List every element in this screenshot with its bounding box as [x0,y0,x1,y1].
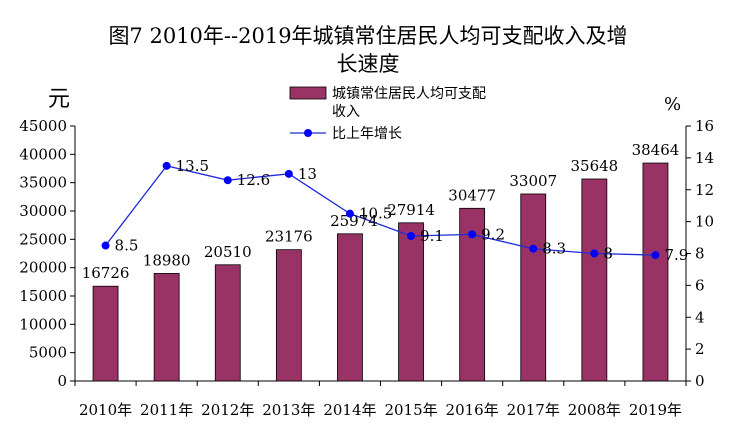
x-tick-label: 2010年 [79,401,132,419]
bar-value-label: 38464 [632,141,680,159]
x-tick-label: 2014年 [323,401,376,419]
y-tick-label-left: 10000 [19,315,67,333]
y-tick-label-left: 5000 [29,344,67,362]
growth-line [105,165,656,256]
y-tick-label-right: 0 [695,372,705,390]
growth-point [468,230,477,239]
bar [642,162,669,382]
y-tick-label-right: 2 [695,340,705,358]
bar [214,264,241,382]
growth-point [407,231,416,240]
bar-value-label: 16726 [82,264,130,282]
x-tick-label: 2017年 [507,401,560,419]
legend-label-bar: 城镇常住居民人均可支配 [332,86,486,102]
y-tick-label-left: 45000 [19,117,67,135]
x-tick-label: 2011年 [140,401,193,419]
growth-value-label: 13 [298,165,317,183]
bar-value-label: 20510 [204,243,252,261]
growth-value-label: 8.5 [115,237,139,255]
growth-point [223,176,232,185]
y-tick-label-left: 0 [57,372,67,390]
bar-value-label: 23176 [265,228,313,246]
growth-value-label: 12.6 [237,171,270,189]
y-tick-label-left: 40000 [19,145,67,163]
y-tick-label-right: 6 [695,276,705,294]
bar [92,285,119,382]
y-tick-label-left: 35000 [19,174,67,192]
growth-value-label: 10.5 [359,205,392,223]
y-tick-label-left: 20000 [19,259,67,277]
bar-value-label: 25974 [330,212,378,230]
y-tick-label-left: 30000 [19,202,67,220]
bar [153,273,180,382]
chart-title-line-2: 长速度 [336,52,400,76]
bar [275,249,302,382]
bar [581,178,608,382]
growth-value-label: 9.2 [481,225,505,243]
y-tick-label-right: 12 [695,181,714,199]
y-tick-label-right: 14 [695,149,714,167]
bar-value-label: 27914 [387,201,435,219]
growth-point [284,169,293,178]
y-tick-label-left: 15000 [19,287,67,305]
growth-point [651,251,660,260]
x-tick-label: 2012年 [201,401,254,419]
y-axis-label-left: 元 [48,87,70,112]
growth-point [101,241,110,250]
growth-value-label: 7.9 [664,246,688,264]
bar-value-label: 35648 [570,157,618,175]
y-tick-label-right: 8 [695,245,705,263]
y-tick-label-right: 10 [695,213,714,231]
growth-value-label: 8 [603,245,613,263]
y-axis-label-right: % [664,94,681,115]
legend-label-line: 比上年增长 [332,126,402,142]
legend-swatch-bar [289,86,327,100]
bar-value-label: 18980 [143,251,191,269]
growth-value-label: 8.3 [542,240,566,258]
growth-point [162,161,171,170]
bar [520,193,547,382]
bar-value-label: 33007 [509,172,557,190]
growth-point [345,209,354,218]
growth-point [529,244,538,253]
y-tick-label-right: 4 [695,308,705,326]
legend-swatch-marker [304,129,312,137]
chart-title-line-1: 图7 2010年--2019年城镇常住居民人均可支配收入及增 [108,24,628,48]
chart-title: 图7 2010年--2019年城镇常住居民人均可支配收入及增 长速度 [0,22,736,78]
growth-value-label: 13.5 [176,157,209,175]
growth-point [590,249,599,258]
x-tick-label: 2013年 [262,401,315,419]
y-tick-label-right: 16 [695,117,714,135]
bar-value-label: 30477 [448,186,496,204]
bar [337,233,363,382]
growth-value-label: 9.1 [420,227,444,245]
x-tick-label: 2016年 [446,401,499,419]
x-tick-label: 2008年 [568,401,621,419]
x-tick-label: 2019年 [629,401,682,419]
legend-label-bar: 收入 [332,104,360,120]
y-tick-label-left: 25000 [19,230,67,248]
x-tick-label: 2015年 [384,401,437,419]
bar [398,222,424,382]
